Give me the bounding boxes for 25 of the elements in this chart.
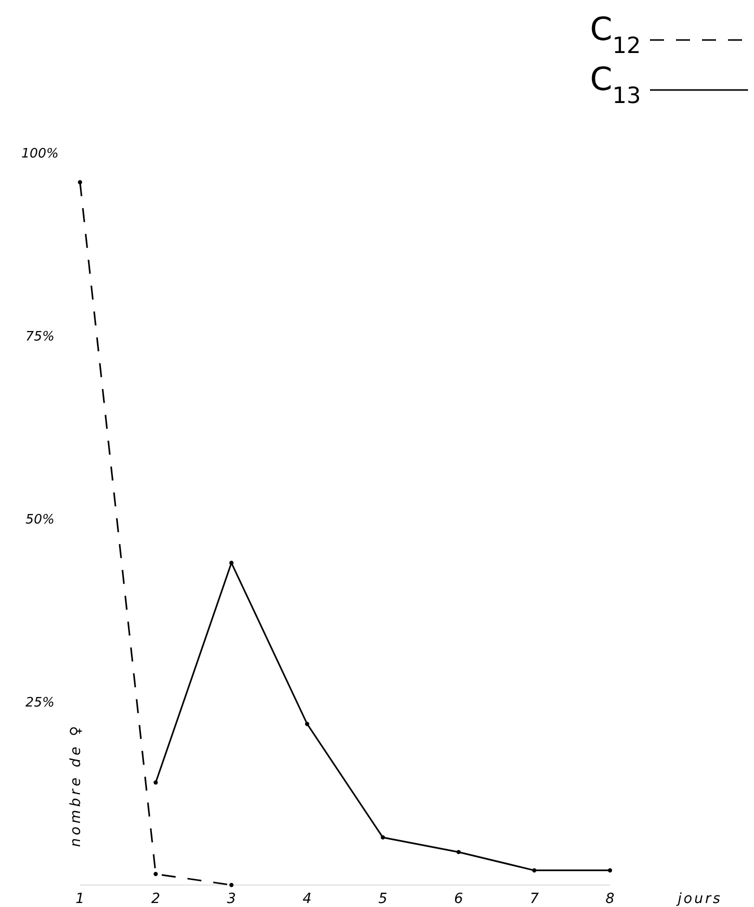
x-tick-label: 3 [226,891,236,907]
point [456,850,461,854]
x-tick-label: 4 [302,891,312,907]
y-tick-label: 75% [26,330,54,345]
x-tick-label: 1 [76,891,84,907]
point [229,882,234,888]
point [608,868,612,872]
point [78,180,82,184]
point [154,780,158,785]
legend-label: C$_{13}$ [590,60,641,109]
y-tick-label: 100% [21,146,59,162]
point [154,872,158,876]
legend-label: C$_{12}$ [590,10,641,59]
point [305,722,310,726]
x-tick-label: 6 [454,891,464,907]
x-tick-label: 7 [530,891,539,907]
point [380,835,385,840]
x-tick-label: 8 [606,891,615,907]
x-tick-label: 5 [378,891,388,907]
x-tick-label: 2 [151,891,160,907]
y-tick-label: 50% [26,512,54,528]
y-axis-title: nombre de ♀ [68,723,84,847]
y-tick-label: 25% [26,696,54,711]
point [532,868,536,872]
x-axis-title: jours [676,891,722,907]
